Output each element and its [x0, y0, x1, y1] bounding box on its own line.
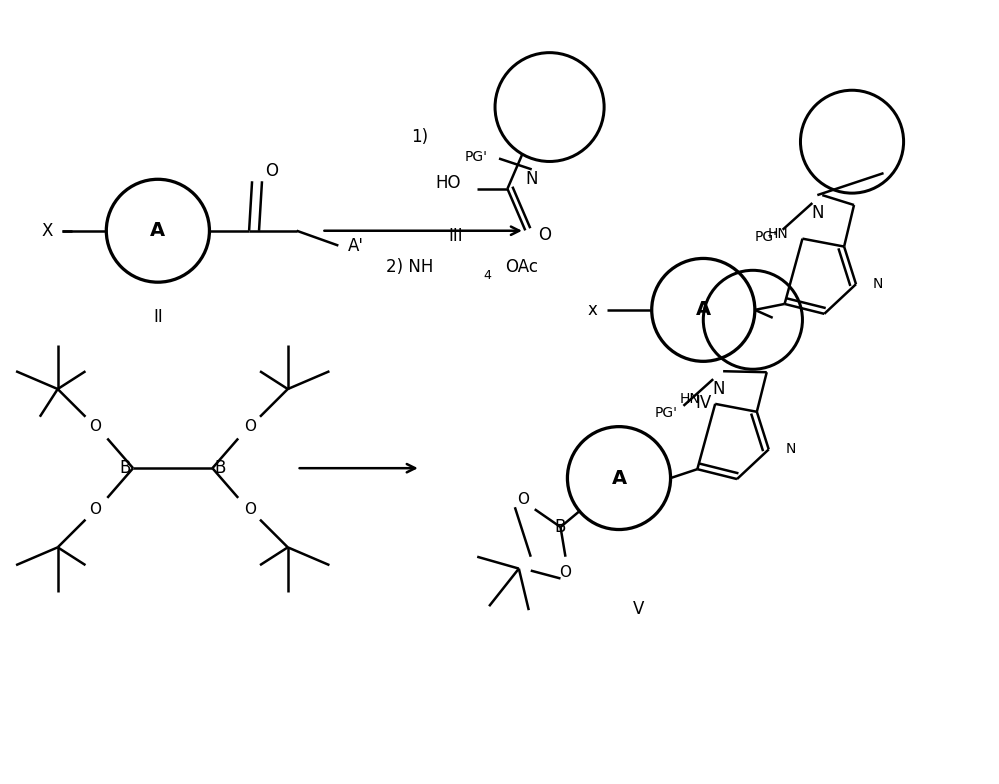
Text: A: A	[150, 221, 166, 240]
Text: PG': PG'	[754, 230, 777, 244]
Text: O: O	[559, 565, 571, 580]
Text: II: II	[153, 308, 163, 326]
Text: V: V	[633, 600, 644, 618]
Text: N: N	[811, 204, 823, 222]
Text: IV: IV	[695, 394, 711, 412]
Text: PG': PG'	[655, 406, 678, 419]
Text: O: O	[538, 227, 551, 245]
Text: B: B	[215, 459, 226, 477]
Text: O: O	[89, 419, 102, 434]
Text: x: x	[587, 301, 597, 319]
Text: O: O	[516, 492, 528, 506]
Text: N: N	[525, 170, 538, 188]
Text: B: B	[554, 518, 566, 536]
Text: A: A	[611, 469, 626, 488]
Text: HN: HN	[767, 227, 788, 241]
Text: 1): 1)	[411, 128, 428, 146]
Text: N: N	[873, 278, 883, 291]
Text: A: A	[695, 300, 711, 319]
Text: 2) NH: 2) NH	[386, 259, 434, 276]
Text: O: O	[244, 419, 256, 434]
Text: O: O	[89, 503, 102, 517]
Text: N: N	[712, 380, 724, 398]
Text: OAc: OAc	[504, 259, 537, 276]
Text: PG': PG'	[465, 150, 488, 164]
Text: III: III	[449, 227, 463, 245]
Text: X: X	[41, 222, 53, 240]
Text: A': A'	[349, 237, 365, 255]
Text: HO: HO	[436, 174, 461, 192]
Text: O: O	[244, 503, 256, 517]
Text: N: N	[785, 442, 796, 456]
Text: O: O	[266, 162, 279, 180]
Text: HN: HN	[680, 392, 700, 406]
Text: 4: 4	[484, 269, 492, 281]
Text: B: B	[120, 459, 131, 477]
